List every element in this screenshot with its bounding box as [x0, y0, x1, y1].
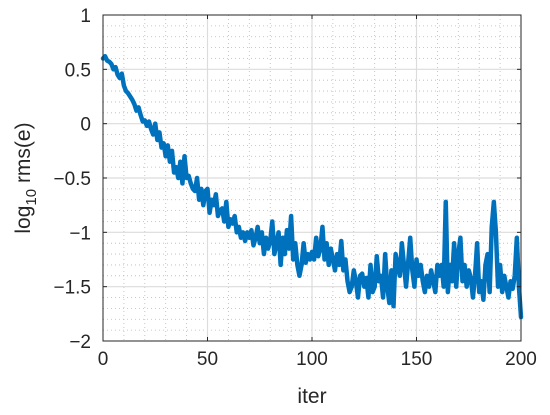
y-axis-label-subscript: 10: [23, 189, 40, 206]
series-layer: [100, 54, 524, 320]
x-tick-label: 200: [505, 349, 537, 370]
y-axis-label-main: log: [12, 206, 35, 234]
y-tick-label: 0.5: [65, 60, 91, 81]
y-axis-label-rest: rms(e): [12, 122, 35, 189]
y-tick-label: −1.5: [53, 278, 91, 299]
y-tick-label: −1: [69, 223, 91, 244]
major-grid: [103, 15, 521, 341]
x-axis-label: iter: [297, 385, 326, 408]
y-axis-ticks: −2 −1.5 −1 −0.5 0 0.5 1: [53, 6, 521, 353]
x-tick-label: 150: [401, 349, 433, 370]
y-tick-label: 0: [80, 115, 91, 136]
series-line: [100, 54, 524, 320]
x-axis-ticks: 0 50 100 150 200: [98, 15, 537, 370]
x-tick-label: 100: [296, 349, 328, 370]
y-tick-label: −0.5: [53, 169, 91, 190]
x-tick-label: 0: [98, 349, 109, 370]
y-axis-label: log10 rms(e): [12, 122, 40, 233]
y-tick-label: 1: [80, 6, 91, 27]
x-tick-label: 50: [197, 349, 218, 370]
y-tick-label: −2: [69, 332, 91, 353]
